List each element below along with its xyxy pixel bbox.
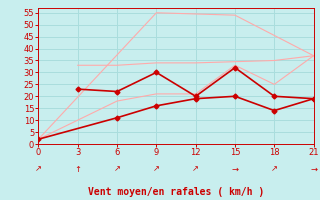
- Text: →: →: [310, 164, 317, 173]
- Text: Vent moyen/en rafales ( km/h ): Vent moyen/en rafales ( km/h ): [88, 187, 264, 197]
- Text: ↗: ↗: [35, 164, 42, 173]
- Text: ↗: ↗: [153, 164, 160, 173]
- Text: ↑: ↑: [74, 164, 81, 173]
- Text: ↗: ↗: [192, 164, 199, 173]
- Text: ↗: ↗: [114, 164, 121, 173]
- Text: ↗: ↗: [271, 164, 278, 173]
- Text: →: →: [231, 164, 238, 173]
